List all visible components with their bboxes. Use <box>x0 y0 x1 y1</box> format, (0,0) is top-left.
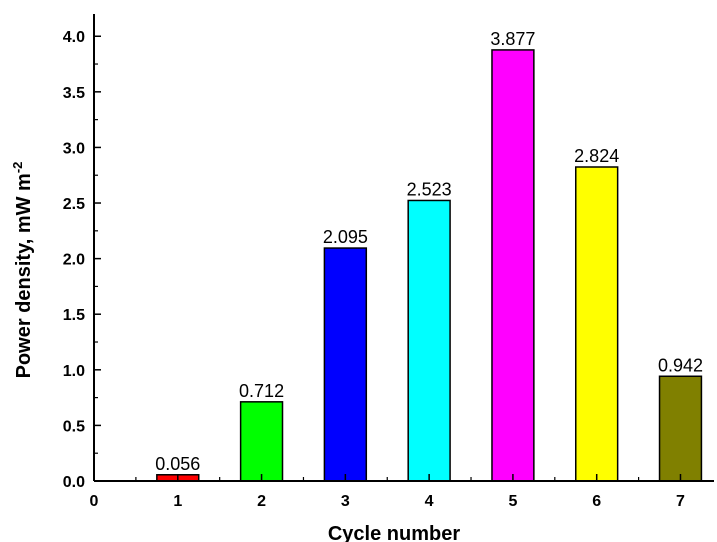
x-tick-label: 1 <box>173 493 182 510</box>
axes-group <box>93 14 714 482</box>
y-tick-label: 2.5 <box>63 196 85 213</box>
y-tick-labels: 0.0 0.5 1.0 1.5 2.0 2.5 3.0 3.5 4.0 <box>63 29 85 491</box>
y-tick-label: 3.0 <box>63 140 85 157</box>
y-axis-title-superscript: -2 <box>10 162 25 174</box>
data-label-cycle-7: 0.942 <box>658 355 703 375</box>
x-tick-labels: 0 1 2 3 4 5 6 7 <box>90 493 685 510</box>
x-tick-label: 6 <box>592 493 601 510</box>
bar-cycle-4 <box>407 199 451 482</box>
bar-cycle-5 <box>491 49 535 482</box>
bar-cycle-2 <box>239 401 284 482</box>
data-labels-group: 0.056 0.712 2.095 2.523 3.877 2.824 0.942 <box>155 29 703 474</box>
y-axis-title-main: Power density, mW m <box>13 173 35 378</box>
x-tick-label: 4 <box>425 493 434 510</box>
data-label-cycle-6: 2.824 <box>574 146 619 166</box>
bars-group <box>156 49 703 482</box>
data-label-cycle-3: 2.095 <box>323 227 368 247</box>
x-tick-label: 7 <box>676 493 685 510</box>
x-axis-title: Cycle number <box>328 523 460 542</box>
y-tick-label: 0.0 <box>63 474 85 491</box>
bar-cycle-3 <box>323 247 368 482</box>
x-tick-label: 2 <box>257 493 266 510</box>
y-axis-title: Power density, mW m-2 <box>10 162 35 379</box>
bar-cycle-7 <box>658 375 703 482</box>
x-tick-label: 3 <box>341 493 350 510</box>
bar-cycle-6 <box>575 166 619 482</box>
y-tick-label: 1.5 <box>63 307 85 324</box>
y-tick-label: 0.5 <box>63 418 85 435</box>
data-label-cycle-2: 0.712 <box>239 381 284 401</box>
y-tick-label: 4.0 <box>63 29 85 46</box>
data-label-cycle-4: 2.523 <box>407 179 452 199</box>
data-label-cycle-5: 3.877 <box>490 29 535 49</box>
y-tick-label: 1.0 <box>63 363 85 380</box>
y-tick-label: 3.5 <box>63 85 85 102</box>
x-tick-label: 5 <box>508 493 517 510</box>
data-label-cycle-1: 0.056 <box>155 454 200 474</box>
x-tick-label: 0 <box>90 493 99 510</box>
y-tick-label: 2.0 <box>63 252 85 269</box>
